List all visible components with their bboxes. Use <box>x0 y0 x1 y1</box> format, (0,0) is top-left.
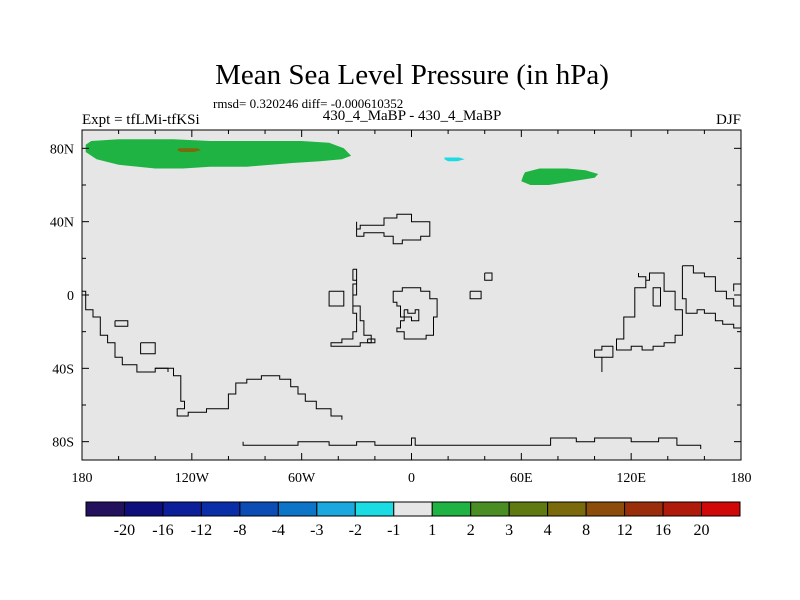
coastline-17 <box>682 265 741 307</box>
north-pacific-small-anomaly <box>177 148 201 152</box>
anomaly-layer <box>85 139 599 185</box>
coastline-9 <box>392 287 438 340</box>
coastline-layer <box>82 213 741 449</box>
colorbar-label: -16 <box>152 522 173 539</box>
chart-title: Mean Sea Level Pressure (in hPa) <box>215 59 609 91</box>
y-axis: 80N 40N 0 40S 80S <box>50 142 741 451</box>
colorbar-label: -4 <box>272 522 285 539</box>
colorbar-swatch <box>701 501 741 517</box>
colorbar: -20 -16 -12 -8 -4 -3 -2 -1 1 2 3 4 8 12 16 20 <box>85 501 741 539</box>
coastline-16 <box>681 265 741 329</box>
stats-line: rmsd= 0.320246 diff= -0.000610352 <box>213 96 403 111</box>
coastline-0 <box>82 290 343 420</box>
colorbar-swatch <box>239 501 279 517</box>
colorbar-label: 4 <box>544 522 552 539</box>
x-axis: 180 120W 60W 0 60E 120E 180 <box>72 130 752 486</box>
y-tick-label: 0 <box>67 289 74 304</box>
x-tick-label: 180 <box>731 471 752 486</box>
y-tick-label: 40N <box>50 216 74 231</box>
coastline-5 <box>356 213 431 245</box>
coastline-3 <box>155 367 169 372</box>
colorbar-swatch <box>431 501 472 517</box>
coastline-1 <box>114 320 129 327</box>
colorbar-label: 8 <box>582 522 590 539</box>
coastline-2 <box>140 342 156 355</box>
coastline-13 <box>594 345 614 372</box>
colorbar-swatch <box>508 501 549 517</box>
coastline-8 <box>367 338 376 344</box>
x-tick-label: 180 <box>72 471 93 486</box>
map-background <box>82 130 741 460</box>
colorbar-swatch <box>85 501 125 517</box>
x-tick-label: 120W <box>175 471 210 486</box>
coastline-6 <box>328 290 345 307</box>
colorbar-swatch <box>277 501 318 517</box>
colorbar-swatch <box>393 501 433 517</box>
colorbar-label: -3 <box>310 522 323 539</box>
colorbar-label: 2 <box>467 522 475 539</box>
colorbar-label: -20 <box>114 522 135 539</box>
colorbar-swatch <box>162 501 202 517</box>
colorbar-swatch <box>585 501 626 517</box>
colorbar-label: -12 <box>191 522 212 539</box>
colorbar-swatch <box>316 501 356 517</box>
y-tick-label: 80N <box>50 142 74 157</box>
coastline-15 <box>652 287 661 307</box>
arctic-positive-anomaly <box>85 139 352 169</box>
y-tick-label: 40S <box>52 362 74 377</box>
coastline-11 <box>469 290 482 300</box>
colorbar-label: -1 <box>387 522 400 539</box>
colorbar-label: 1 <box>428 522 436 539</box>
coastline-18 <box>733 283 741 292</box>
x-tick-label: 0 <box>408 471 415 486</box>
x-tick-label: 60W <box>288 471 316 486</box>
colorbar-label: 20 <box>694 522 710 539</box>
colorbar-swatch <box>200 501 241 517</box>
barents-negative-anomaly <box>444 157 465 162</box>
coastline-14 <box>616 272 683 351</box>
colorbar-swatch <box>624 501 664 517</box>
siberia-positive-anomaly <box>521 168 599 185</box>
colorbar-swatch <box>547 501 587 517</box>
colorbar-label: 16 <box>655 522 671 539</box>
experiment-label: Expt = tfLMi-tfKSi <box>82 112 200 128</box>
colorbar-swatch <box>123 501 164 517</box>
colorbar-label: 12 <box>617 522 633 539</box>
colorbar-swatch <box>470 501 510 517</box>
season-label: DJF <box>716 112 741 128</box>
y-tick-label: 80S <box>52 436 74 451</box>
run-label: 430_4_MaBP - 430_4_MaBP <box>323 108 502 124</box>
colorbar-swatch <box>662 501 703 517</box>
coastline-7 <box>330 268 372 347</box>
colorbar-label: -2 <box>349 522 362 539</box>
colorbar-label: -8 <box>233 522 246 539</box>
x-tick-label: 60E <box>510 471 533 486</box>
x-tick-label: 120E <box>616 471 646 486</box>
colorbar-swatch <box>354 501 395 517</box>
colorbar-label: 3 <box>505 522 513 539</box>
coastline-10 <box>403 309 420 322</box>
coastline-4 <box>242 437 702 449</box>
coastline-12 <box>484 272 493 281</box>
